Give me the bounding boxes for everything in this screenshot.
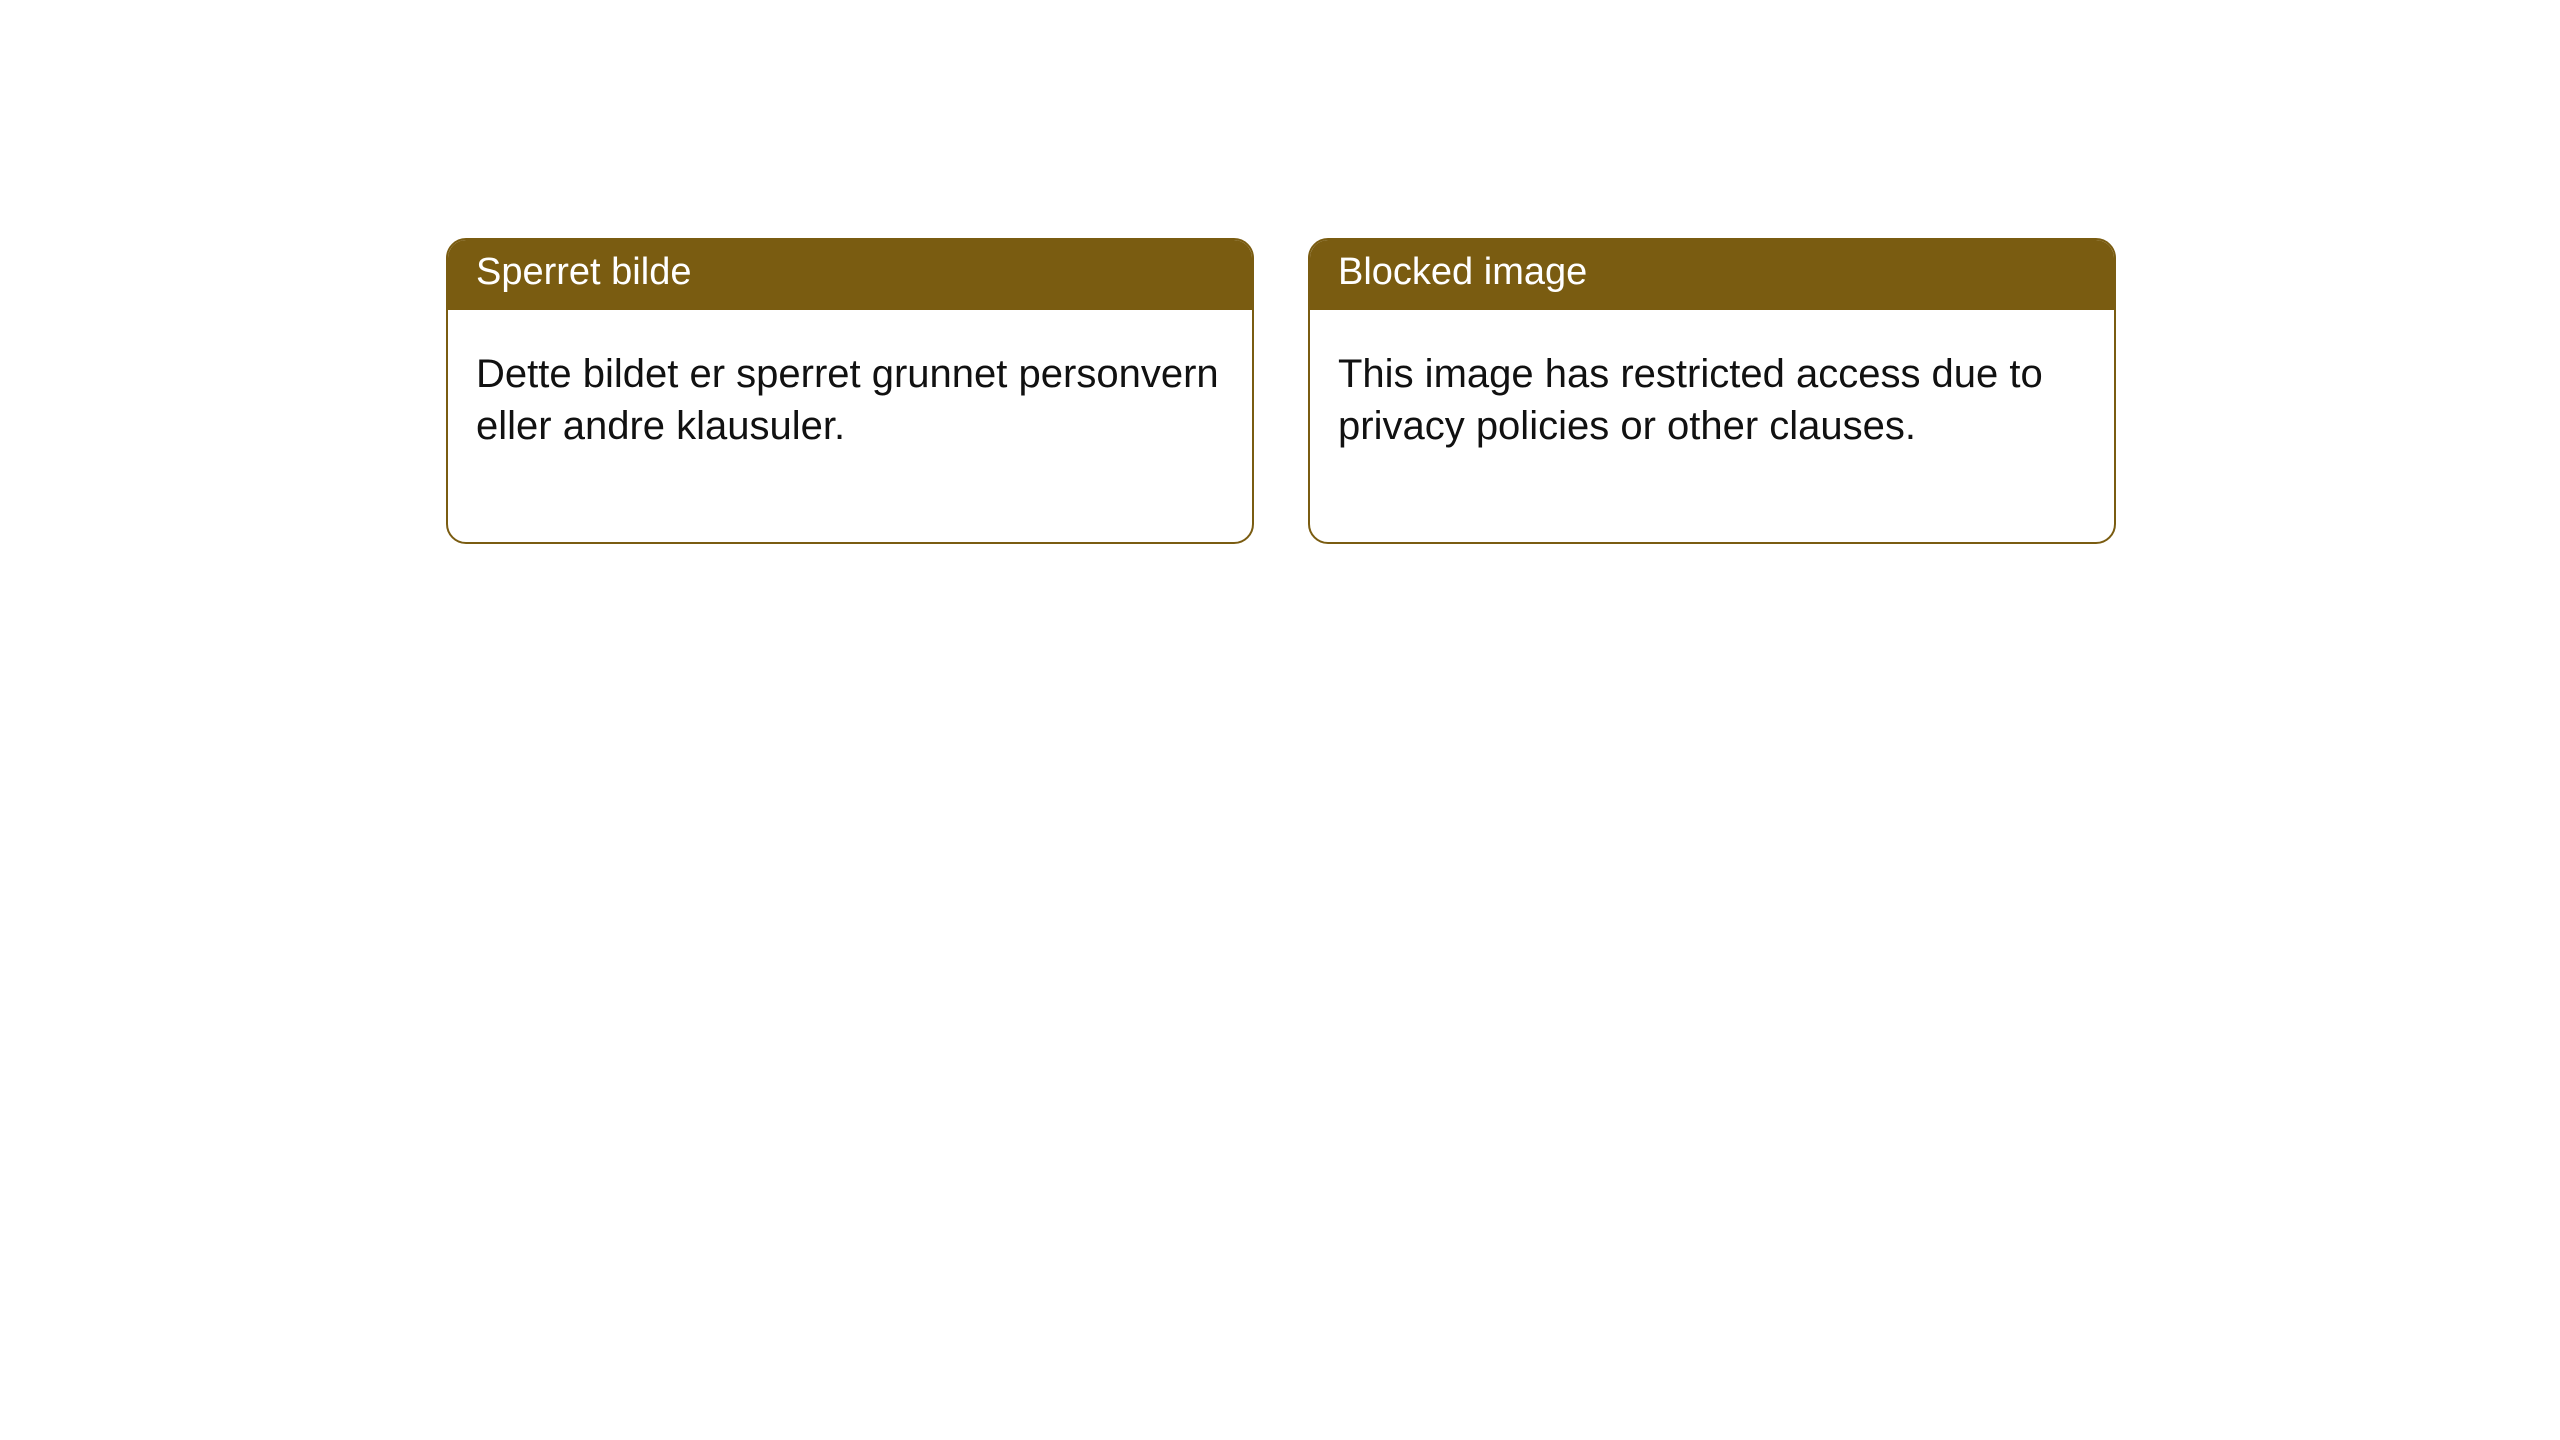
notice-body-en: This image has restricted access due to … bbox=[1310, 310, 2114, 542]
notice-body-no: Dette bildet er sperret grunnet personve… bbox=[448, 310, 1252, 542]
notice-container: Sperret bilde Dette bildet er sperret gr… bbox=[0, 0, 2560, 544]
notice-title-en: Blocked image bbox=[1310, 240, 2114, 310]
notice-title-no: Sperret bilde bbox=[448, 240, 1252, 310]
notice-card-en: Blocked image This image has restricted … bbox=[1308, 238, 2116, 544]
notice-card-no: Sperret bilde Dette bildet er sperret gr… bbox=[446, 238, 1254, 544]
